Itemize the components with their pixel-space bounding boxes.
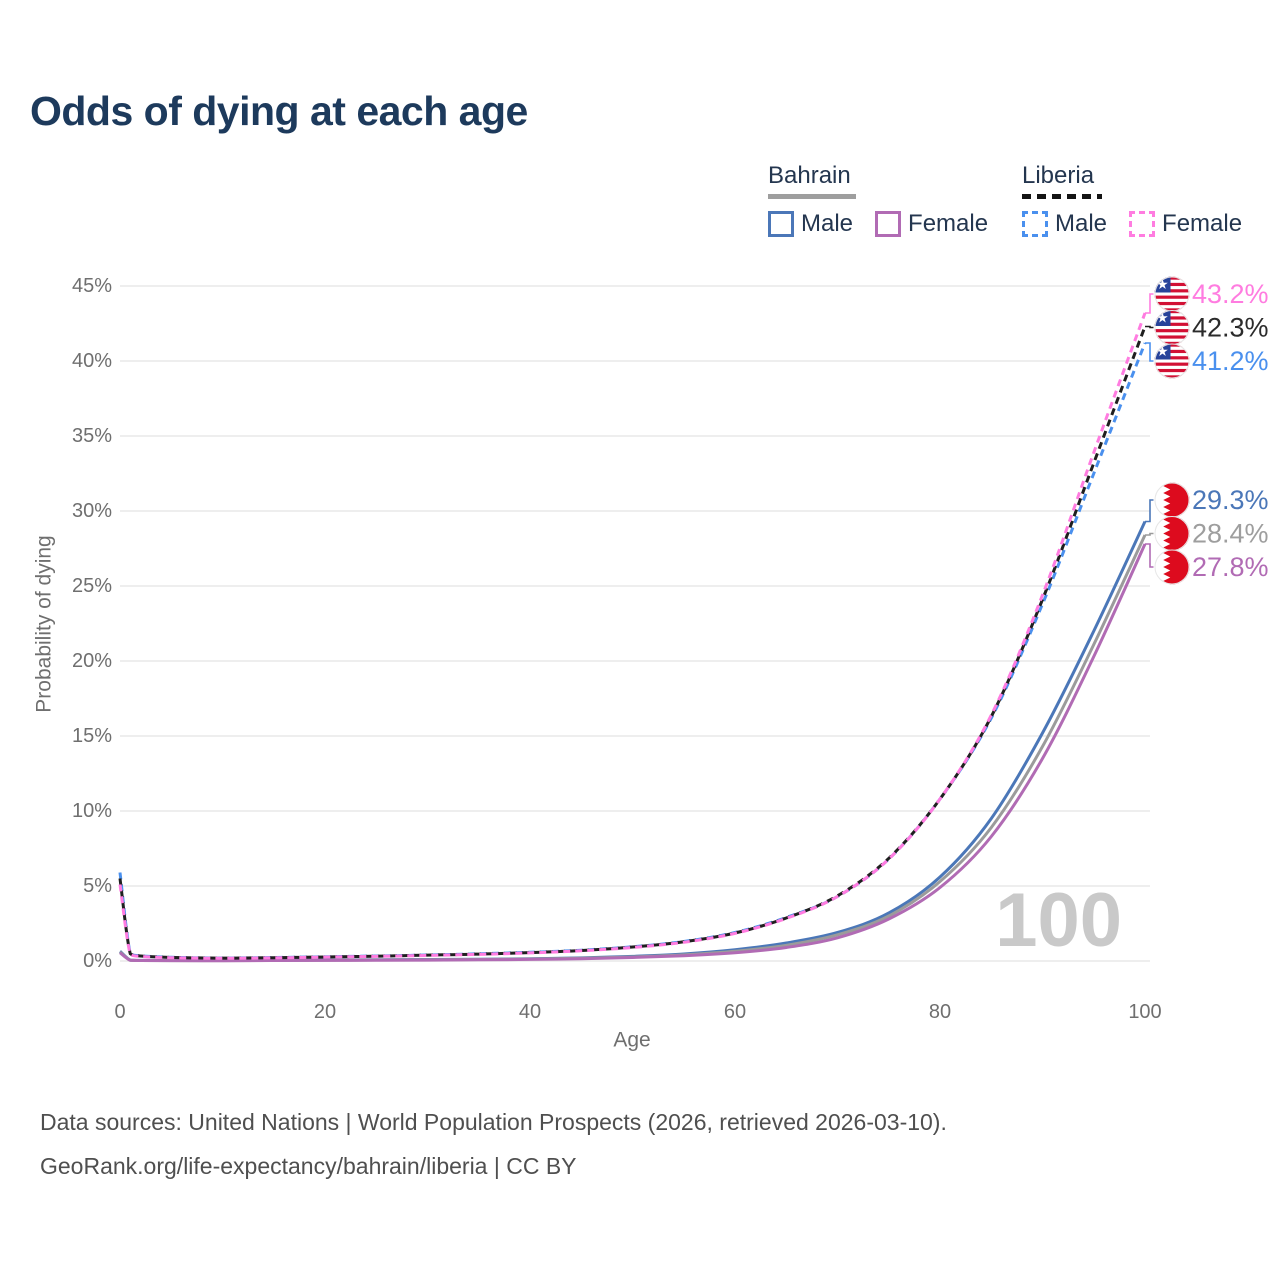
curve-liberia-both (118, 325, 1147, 960)
y-tick-label: 30% (72, 500, 112, 522)
legend-item-label: Female (908, 210, 989, 237)
curve-liberia-male (118, 342, 1147, 960)
bahrain-flag-icon (1154, 549, 1190, 585)
y-tick-label: 45% (72, 275, 112, 297)
legend-swatch-bahrain-male-icon (768, 211, 794, 237)
legend-item-bahrain-male[interactable]: Male (768, 210, 853, 238)
y-tick-label: 10% (72, 800, 112, 822)
page-title: Odds of dying at each age (30, 88, 528, 134)
legend-group-liberia: Liberia Male Female (1022, 162, 1242, 238)
end-connector-bahrain-female (1145, 543, 1154, 568)
legend-item-label: Male (801, 210, 854, 237)
value-label-bahrain-male: 29.3% (1192, 485, 1269, 515)
curve-bahrain-both (119, 534, 1147, 963)
legend-item-liberia-female[interactable]: Female (1129, 210, 1242, 238)
curve-bahrain-female (119, 543, 1147, 963)
data-source-footer: Data sources: United Nations | World Pop… (40, 1100, 947, 1188)
legend-swatch-liberia-male-icon (1022, 211, 1048, 237)
x-tick-label: 60 (724, 1001, 746, 1023)
curve-liberia-female (118, 312, 1147, 960)
line-chart: 0% 5% 10% 15% 20% 25% 30% 35% 40% 45% 0 20 40 60 80 100… (33, 275, 1269, 1052)
legend-group-title-bahrain: Bahrain (768, 162, 851, 189)
watermark-text: 100 (995, 878, 1122, 963)
value-label-bahrain-female: 27.8% (1192, 552, 1269, 582)
legend: Bahrain Male Female Liberia Male (0, 162, 1280, 247)
x-tick-label: 0 (114, 1001, 125, 1023)
value-label-liberia-female: 43.2% (1192, 279, 1269, 309)
end-connector-liberia-both (1145, 325, 1154, 329)
x-axis-title: Age (613, 1029, 650, 1052)
y-tick-label: 35% (72, 425, 112, 447)
value-label-liberia-male: 41.2% (1192, 346, 1269, 376)
footer-line-1: Data sources: United Nations | World Pop… (40, 1109, 947, 1135)
y-tick-label: 15% (72, 725, 112, 747)
end-connector-liberia-male (1145, 342, 1154, 362)
x-tick-label: 80 (929, 1001, 951, 1023)
legend-items-liberia: Male Female (1022, 210, 1242, 238)
end-connector-liberia-female (1145, 293, 1154, 314)
legend-group-bahrain: Bahrain Male Female (768, 162, 988, 238)
legend-item-label: Male (1055, 210, 1108, 237)
value-label-liberia-both: 42.3% (1192, 313, 1269, 343)
bahrain-flag-icon (1154, 482, 1190, 518)
x-tick-label: 40 (519, 1001, 541, 1023)
footer-line-2: GeoRank.org/life-expectancy/bahrain/libe… (40, 1153, 577, 1179)
x-tick-label: 20 (314, 1001, 336, 1023)
x-tick-label: 100 (1128, 1001, 1161, 1023)
curve-bahrain-male (118, 520, 1147, 962)
y-tick-label: 25% (72, 575, 112, 597)
end-connector-bahrain-male (1145, 499, 1154, 523)
legend-underline-dashed (1022, 194, 1102, 199)
legend-group-title-liberia: Liberia (1022, 162, 1095, 189)
legend-item-liberia-male[interactable]: Male (1022, 210, 1107, 238)
legend-item-bahrain-female[interactable]: Female (875, 210, 988, 238)
legend-item-label: Female (1162, 210, 1243, 237)
y-tick-label: 40% (72, 350, 112, 372)
legend-underline-solid (768, 194, 856, 199)
y-tick-label: 0% (83, 950, 112, 972)
liberia-flag-icon (1154, 310, 1190, 345)
end-connector-bahrain-both (1145, 532, 1154, 536)
liberia-flag-icon (1154, 343, 1190, 379)
y-axis-title: Probability of dying (33, 535, 56, 712)
legend-swatch-liberia-female-icon (1129, 211, 1156, 237)
y-tick-label: 20% (72, 650, 112, 672)
legend-swatch-bahrain-female-icon (875, 211, 902, 237)
y-tick-label: 5% (83, 875, 112, 897)
value-label-bahrain-both: 28.4% (1192, 519, 1269, 549)
bahrain-flag-icon (1154, 516, 1190, 551)
legend-items-bahrain: Male Female (768, 210, 988, 238)
liberia-flag-icon (1154, 276, 1190, 312)
